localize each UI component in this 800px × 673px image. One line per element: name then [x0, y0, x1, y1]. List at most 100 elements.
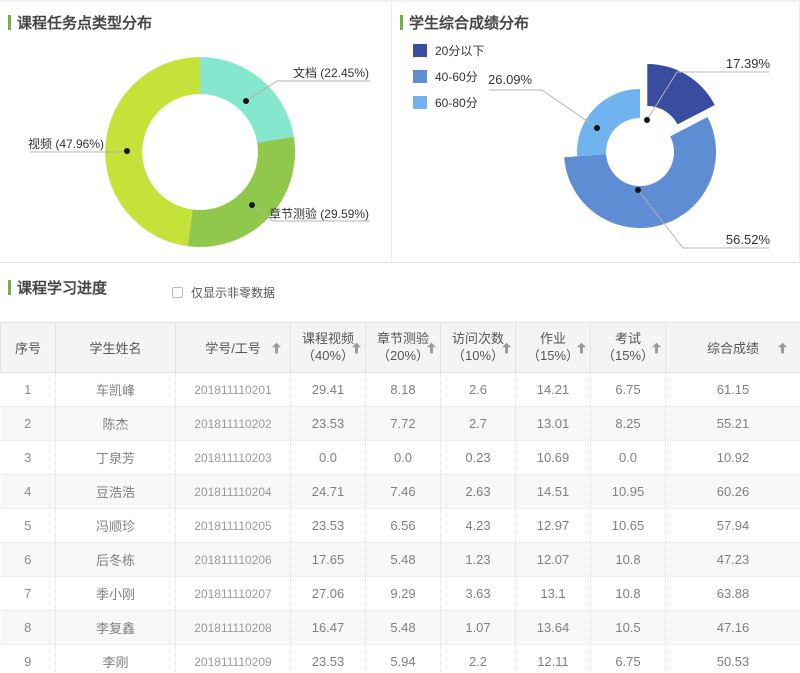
cell-chapter-quiz: 9.29	[365, 576, 441, 611]
nonzero-checkbox-label[interactable]: 仅显示非零数据	[191, 286, 276, 300]
slice-40-60[interactable]	[564, 117, 717, 228]
cell-exam: 0.0	[590, 440, 666, 475]
slice-60-80[interactable]	[576, 88, 640, 157]
cell-total-score: 47.23	[665, 542, 800, 577]
cell-homework: 13.1	[515, 576, 591, 611]
sort-arrow-icon[interactable]	[652, 342, 661, 353]
sort-arrow-icon[interactable]	[502, 342, 511, 353]
sort-arrow-icon[interactable]	[427, 342, 436, 353]
cell-visits: 2.7	[440, 406, 516, 441]
leader-60-80	[489, 89, 598, 129]
panel-task-types: 课程任务点类型分布 文档 (22.45%) 视频 (47.96%) 章节测验 (…	[0, 2, 392, 262]
legend-item-60-80[interactable]: 60-80分	[413, 94, 484, 111]
cell-total-score: 10.92	[665, 440, 800, 475]
sort-arrow-icon[interactable]	[778, 342, 787, 353]
panel-score-distribution: 学生综合成绩分布 20分以下 40-60分 60-80分	[392, 2, 800, 262]
leader-dot-quiz	[249, 202, 255, 208]
cell-visits: 1.07	[440, 610, 516, 645]
cell-visits: 3.63	[440, 576, 516, 611]
header-index: 序号	[0, 322, 56, 373]
header-total-score[interactable]: 综合成绩	[665, 322, 800, 373]
cell-student-id: 201811110205	[175, 508, 291, 543]
cell-homework: 14.51	[515, 474, 591, 509]
cell-index: 2	[0, 406, 56, 441]
cell-course-video: 24.71	[290, 474, 366, 509]
header-student-id[interactable]: 学号/工号	[175, 322, 291, 373]
cell-student-name: 车凯峰	[55, 372, 176, 407]
cell-exam: 10.8	[590, 576, 666, 611]
cell-chapter-quiz: 7.46	[365, 474, 441, 509]
cell-course-video: 23.53	[290, 406, 366, 441]
cell-course-video: 23.53	[290, 644, 366, 673]
leader-dot-below20	[644, 117, 650, 123]
table-row: 9 李刚 201811110209 23.53 5.94 2.2 12.11 6.75 50.5…	[0, 644, 800, 673]
slice-video[interactable]	[105, 57, 200, 247]
header-exam[interactable]: 考试 （15%）	[590, 322, 666, 373]
sort-arrow-icon[interactable]	[272, 342, 281, 353]
cell-total-score: 63.88	[665, 576, 800, 611]
legend-item-40-60[interactable]: 40-60分	[413, 68, 484, 85]
cell-homework: 12.11	[515, 644, 591, 673]
table-header-row: 序号 学生姓名 学号/工号 课程视频 （40%）	[0, 322, 800, 373]
title-accent-bar	[8, 280, 11, 295]
leader-40-60	[637, 189, 769, 249]
cell-course-video: 23.53	[290, 508, 366, 543]
header-course-video[interactable]: 课程视频 （40%）	[290, 322, 366, 373]
cell-visits: 2.63	[440, 474, 516, 509]
legend-item-below20[interactable]: 20分以下	[413, 42, 484, 59]
callout-below20: 17.39%	[725, 56, 770, 71]
score-donut-chart	[489, 63, 769, 249]
legend-label-40-60: 40-60分	[435, 70, 478, 84]
cell-exam: 10.65	[590, 508, 666, 543]
table-row: 1 车凯峰 201811110201 29.41 8.18 2.6 14.21 6.75 61.…	[0, 372, 800, 407]
slice-below20[interactable]	[647, 63, 715, 125]
leader-dot-40-60	[635, 187, 641, 193]
cell-exam: 6.75	[590, 644, 666, 673]
cell-chapter-quiz: 8.18	[365, 372, 441, 407]
cell-course-video: 17.65	[290, 542, 366, 577]
cell-index: 4	[0, 474, 56, 509]
table-row: 6 后冬栋 201811110206 17.65 5.48 1.23 12.07 10.8 47…	[0, 542, 800, 577]
cell-exam: 6.75	[590, 372, 666, 407]
cell-visits: 0.23	[440, 440, 516, 475]
callout-video: 视频 (47.96%)	[28, 137, 105, 151]
cell-exam: 10.95	[590, 474, 666, 509]
cell-total-score: 47.16	[665, 610, 800, 645]
legend-swatch-40-60	[413, 70, 427, 83]
cell-index: 1	[0, 372, 56, 407]
leader-dot-video	[124, 148, 130, 154]
header-student-name: 学生姓名	[55, 322, 176, 373]
sort-arrow-icon[interactable]	[352, 342, 361, 353]
cell-student-id: 201811110209	[175, 644, 291, 673]
cell-chapter-quiz: 5.48	[365, 542, 441, 577]
cell-chapter-quiz: 7.72	[365, 406, 441, 441]
legend-label-60-80: 60-80分	[435, 96, 478, 110]
progress-title-row: 课程学习进度	[0, 263, 800, 298]
callout-60-80: 26.09%	[488, 72, 533, 87]
cell-total-score: 57.94	[665, 508, 800, 543]
table-row: 5 冯顺珍 201811110205 23.53 6.56 4.23 12.97 10.65 5…	[0, 508, 800, 543]
callout-doc: 文档 (22.45%)	[292, 66, 369, 80]
header-homework[interactable]: 作业 （15%）	[515, 322, 591, 373]
cell-index: 6	[0, 542, 56, 577]
table-row: 2 陈杰 201811110202 23.53 7.72 2.7 13.01 8.25 55.2…	[0, 406, 800, 441]
score-chart-legend: 20分以下 40-60分 60-80分	[413, 42, 484, 120]
table-row: 3 丁泉芳 201811110203 0.0 0.0 0.23 10.69 0.0 10.92	[0, 440, 800, 475]
table-row: 4 豆浩浩 201811110204 24.71 7.46 2.63 14.51 10.95 6…	[0, 474, 800, 509]
slice-quiz[interactable]	[187, 136, 296, 247]
nonzero-filter[interactable]: 仅显示非零数据	[172, 284, 275, 301]
cell-student-name: 后冬栋	[55, 542, 176, 577]
cell-index: 7	[0, 576, 56, 611]
table-row: 7 季小刚 201811110207 27.06 9.29 3.63 13.1 10.8 63.…	[0, 576, 800, 611]
cell-index: 8	[0, 610, 56, 645]
header-chapter-quiz[interactable]: 章节测验 （20%）	[365, 322, 441, 373]
nonzero-checkbox[interactable]	[172, 287, 183, 298]
leader-dot-60-80	[594, 125, 600, 131]
cell-student-id: 201811110201	[175, 372, 291, 407]
sort-arrow-icon[interactable]	[577, 342, 586, 353]
cell-student-id: 201811110204	[175, 474, 291, 509]
progress-section-title: 课程学习进度	[17, 280, 108, 297]
cell-student-id: 201811110203	[175, 440, 291, 475]
cell-total-score: 55.21	[665, 406, 800, 441]
header-visits[interactable]: 访问次数 （10%）	[440, 322, 516, 373]
